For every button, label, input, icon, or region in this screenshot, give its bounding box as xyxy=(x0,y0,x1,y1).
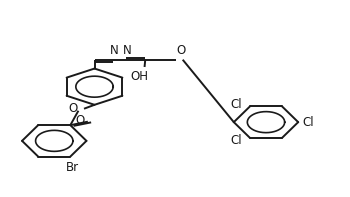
Text: Br: Br xyxy=(65,161,79,174)
Text: O: O xyxy=(75,114,84,127)
Text: Cl: Cl xyxy=(231,134,242,147)
Text: N: N xyxy=(123,44,132,57)
Text: O: O xyxy=(177,44,186,57)
Text: OH: OH xyxy=(130,70,148,83)
Text: N: N xyxy=(110,44,119,57)
Text: O: O xyxy=(69,102,78,115)
Text: Cl: Cl xyxy=(231,98,242,111)
Text: Cl: Cl xyxy=(302,116,314,129)
